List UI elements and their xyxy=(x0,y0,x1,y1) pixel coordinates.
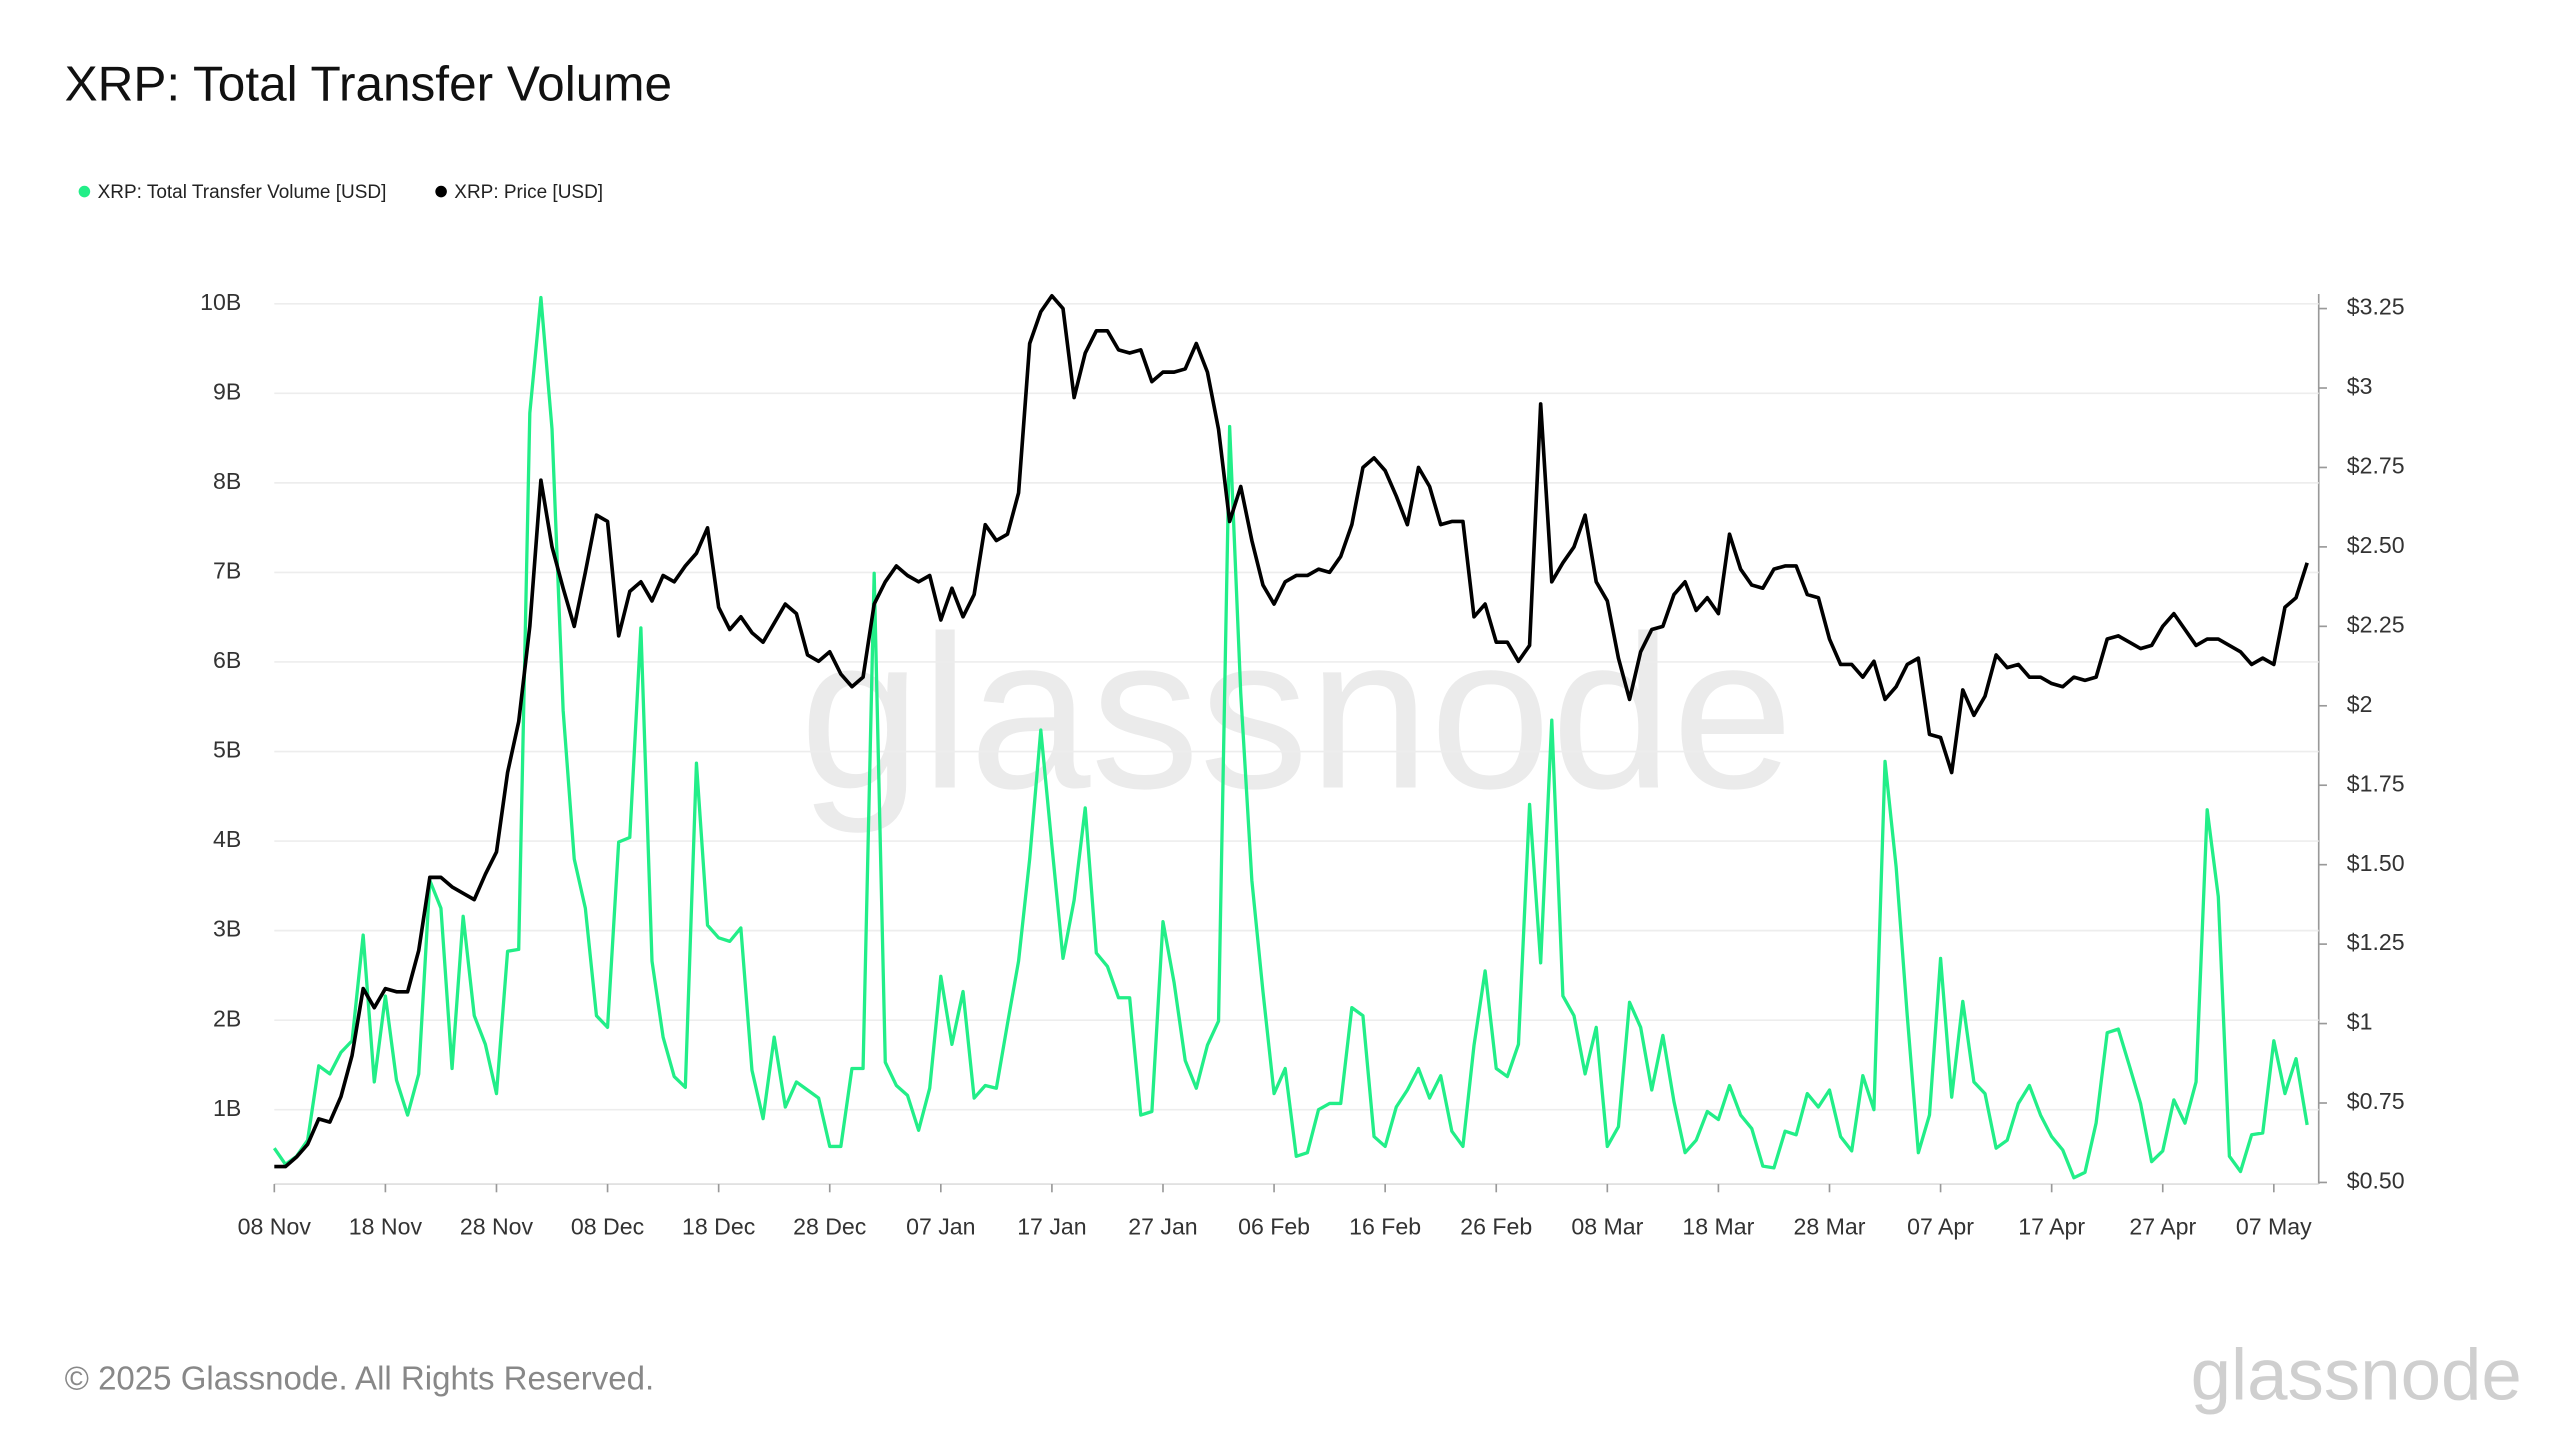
x-tick-label: 27 Apr xyxy=(2129,1214,2196,1240)
x-tick-label: 26 Feb xyxy=(1460,1214,1532,1240)
x-tick-label: 17 Jan xyxy=(1017,1214,1086,1240)
y2-tick-label: $1 xyxy=(2347,1009,2373,1035)
y-tick-label: 1B xyxy=(213,1095,241,1121)
legend-marker xyxy=(435,185,447,198)
x-tick-label: 18 Dec xyxy=(682,1214,755,1240)
legend-label: XRP: Total Transfer Volume [USD] xyxy=(98,182,387,203)
x-tick-label: 16 Feb xyxy=(1349,1214,1421,1240)
series-line xyxy=(272,295,2309,1180)
y2-tick-label: $1.25 xyxy=(2347,929,2405,955)
legend-marker xyxy=(78,185,91,198)
y-tick-label: 7B xyxy=(213,558,241,584)
x-tick-label: 28 Dec xyxy=(793,1214,866,1240)
y-tick-label: 8B xyxy=(213,468,241,494)
chart-title: XRP: Total Transfer Volume xyxy=(65,57,673,112)
y-tick-label: 10B xyxy=(200,289,241,315)
y-tick-label: 3B xyxy=(213,916,241,942)
series-line xyxy=(274,294,2309,1169)
y2-tick-label: $1.75 xyxy=(2347,770,2405,796)
y2-tick-label: $2.75 xyxy=(2347,453,2405,479)
x-tick-label: 28 Nov xyxy=(460,1214,534,1240)
x-tick-label: 08 Dec xyxy=(571,1214,644,1240)
x-tick-label: 18 Mar xyxy=(1682,1214,1754,1240)
y-tick-label: 6B xyxy=(213,647,241,673)
y2-tick-label: $2.25 xyxy=(2347,611,2405,637)
x-tick-label: 28 Mar xyxy=(1794,1214,1866,1240)
y-tick-label: 9B xyxy=(213,378,241,404)
y2-tick-label: $2.50 xyxy=(2347,532,2405,558)
x-tick-label: 08 Nov xyxy=(238,1214,312,1240)
watermark: glassnode xyxy=(800,591,1794,834)
x-tick-label: 06 Feb xyxy=(1238,1214,1310,1240)
y2-tick-label: $1.50 xyxy=(2347,850,2405,876)
y2-tick-label: $3 xyxy=(2347,373,2373,399)
y2-tick-label: $2 xyxy=(2347,691,2373,717)
x-tick-label: 18 Nov xyxy=(349,1214,423,1240)
y2-tick-label: $3.25 xyxy=(2347,294,2405,320)
x-tick-label: 07 May xyxy=(2236,1214,2312,1240)
x-tick-label: 17 Apr xyxy=(2018,1214,2085,1240)
y-tick-label: 4B xyxy=(213,826,241,852)
x-tick-label: 08 Mar xyxy=(1571,1214,1643,1240)
y2-tick-label: $0.50 xyxy=(2347,1168,2405,1194)
x-tick-label: 07 Jan xyxy=(906,1214,975,1240)
x-tick-label: 27 Jan xyxy=(1128,1214,1197,1240)
logo: glassnode xyxy=(2191,1335,2522,1416)
x-tick-label: 07 Apr xyxy=(1907,1214,1974,1240)
copyright: © 2025 Glassnode. All Rights Reserved. xyxy=(65,1359,655,1396)
y2-tick-label: $0.75 xyxy=(2347,1088,2405,1114)
y-tick-label: 5B xyxy=(213,737,241,763)
legend-label: XRP: Price [USD] xyxy=(454,182,603,203)
y-tick-label: 2B xyxy=(213,1005,241,1031)
